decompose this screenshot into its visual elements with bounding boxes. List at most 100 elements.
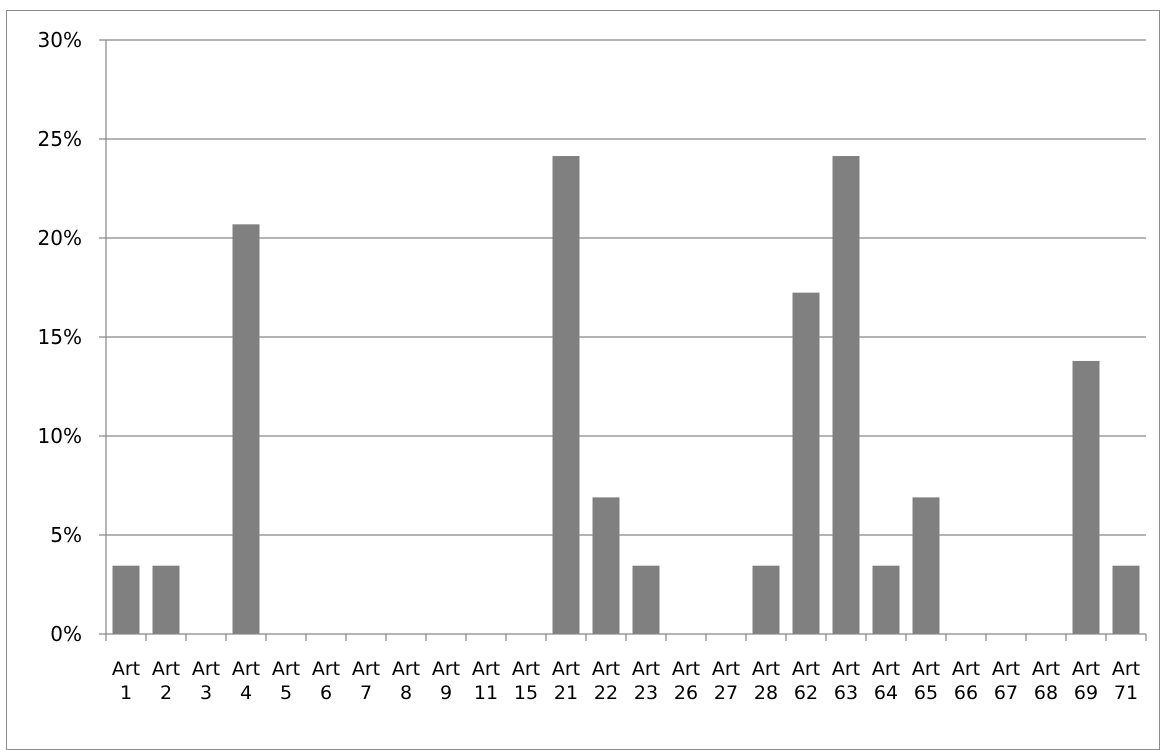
bar xyxy=(752,565,780,634)
x-category-label-line: 66 xyxy=(954,682,978,704)
x-category-label: Art 71 xyxy=(1112,658,1140,704)
x-category-label-line: 71 xyxy=(1114,682,1138,704)
x-category-label-line: 22 xyxy=(594,682,618,704)
x-category-label-line: 62 xyxy=(794,682,818,704)
x-category-label-line: Art xyxy=(712,658,740,680)
x-category-label: Art 67 xyxy=(992,658,1020,704)
x-category-label-line: 9 xyxy=(440,682,452,704)
x-category-label-line: Art xyxy=(912,658,940,680)
x-category-label: Art 1 xyxy=(112,658,140,704)
x-category-label-line: Art xyxy=(872,658,900,680)
x-category-label-line: 5 xyxy=(280,682,292,704)
x-category-label-line: 68 xyxy=(1034,682,1058,704)
bar xyxy=(912,497,940,634)
y-tick-label: 10% xyxy=(38,424,82,448)
x-category-label: Art 5 xyxy=(272,658,300,704)
x-category-label-line: 27 xyxy=(714,682,738,704)
x-category-label: Art 64 xyxy=(872,658,900,704)
x-category-label-line: 23 xyxy=(634,682,658,704)
x-category-label-line: Art xyxy=(512,658,540,680)
x-category-label: Art 11 xyxy=(472,658,500,704)
x-category-label-line: Art xyxy=(832,658,860,680)
y-tick-label: 5% xyxy=(50,523,82,547)
x-category-label-line: 2 xyxy=(160,682,172,704)
x-category-label: Art 22 xyxy=(592,658,620,704)
x-category-label: Art 3 xyxy=(192,658,220,704)
x-category-label-line: 26 xyxy=(674,682,698,704)
x-category-label-line: 15 xyxy=(514,682,538,704)
y-tick-label: 30% xyxy=(38,28,82,52)
x-category-label-line: Art xyxy=(592,658,620,680)
y-tick-label: 15% xyxy=(38,325,82,349)
x-category-label: Art 2 xyxy=(152,658,180,704)
x-category-label-line: 63 xyxy=(834,682,858,704)
x-category-label: Art 4 xyxy=(232,658,260,704)
x-category-label-line: Art xyxy=(992,658,1020,680)
bar xyxy=(632,565,660,634)
x-category-label-line: 7 xyxy=(360,682,372,704)
x-category-label-line: 3 xyxy=(200,682,212,704)
x-category-label: Art 65 xyxy=(912,658,940,704)
bar xyxy=(112,565,140,634)
bar xyxy=(792,292,820,634)
x-category-label-line: Art xyxy=(272,658,300,680)
bar xyxy=(832,156,860,634)
x-category-label: Art 23 xyxy=(632,658,660,704)
x-category-label-line: 1 xyxy=(120,682,132,704)
chart-frame xyxy=(6,10,1160,750)
x-category-label-line: Art xyxy=(552,658,580,680)
x-category-label: Art 9 xyxy=(432,658,460,704)
x-category-label-line: Art xyxy=(232,658,260,680)
bar xyxy=(872,565,900,634)
x-category-label-line: Art xyxy=(1072,658,1100,680)
x-category-label: Art 26 xyxy=(672,658,700,704)
x-category-label-line: Art xyxy=(632,658,660,680)
y-tick-label: 20% xyxy=(38,226,82,250)
x-category-label-line: Art xyxy=(1032,658,1060,680)
x-category-label: Art 69 xyxy=(1072,658,1100,704)
x-category-label: Art 21 xyxy=(552,658,580,704)
x-category-label-line: 65 xyxy=(914,682,938,704)
x-category-label-line: 4 xyxy=(240,682,252,704)
x-category-label-line: Art xyxy=(432,658,460,680)
x-category-label-line: 6 xyxy=(320,682,332,704)
x-category-label-line: 11 xyxy=(474,682,498,704)
bar xyxy=(152,565,180,634)
x-category-label: Art 68 xyxy=(1032,658,1060,704)
x-category-label-line: 8 xyxy=(400,682,412,704)
x-category-label: Art 28 xyxy=(752,658,780,704)
bar xyxy=(232,224,260,634)
x-category-label-line: Art xyxy=(392,658,420,680)
x-category-label: Art 27 xyxy=(712,658,740,704)
x-category-label-line: Art xyxy=(472,658,500,680)
x-category-label-line: Art xyxy=(112,658,140,680)
x-category-label: Art 66 xyxy=(952,658,980,704)
x-category-label-line: Art xyxy=(312,658,340,680)
x-category-label-line: Art xyxy=(192,658,220,680)
x-category-label-line: 64 xyxy=(874,682,898,704)
bar xyxy=(1112,565,1140,634)
x-category-label: Art 62 xyxy=(792,658,820,704)
x-category-label-line: Art xyxy=(792,658,820,680)
bar xyxy=(1072,360,1100,634)
x-category-label-line: Art xyxy=(152,658,180,680)
x-category-label-line: Art xyxy=(352,658,380,680)
x-category-label-line: Art xyxy=(952,658,980,680)
x-category-label: Art 6 xyxy=(312,658,340,704)
bar xyxy=(592,497,620,634)
x-category-label-line: Art xyxy=(752,658,780,680)
y-tick-label: 0% xyxy=(50,622,82,646)
y-tick-label: 25% xyxy=(38,127,82,151)
x-category-label-line: 67 xyxy=(994,682,1018,704)
x-category-label: Art 8 xyxy=(392,658,420,704)
x-category-label-line: Art xyxy=(672,658,700,680)
x-category-label: Art 7 xyxy=(352,658,380,704)
x-category-label-line: 21 xyxy=(554,682,578,704)
x-category-label: Art 15 xyxy=(512,658,540,704)
x-category-label-line: 69 xyxy=(1074,682,1098,704)
x-category-label-line: Art xyxy=(1112,658,1140,680)
bar xyxy=(552,156,580,634)
x-category-label: Art 63 xyxy=(832,658,860,704)
x-category-label-line: 28 xyxy=(754,682,778,704)
